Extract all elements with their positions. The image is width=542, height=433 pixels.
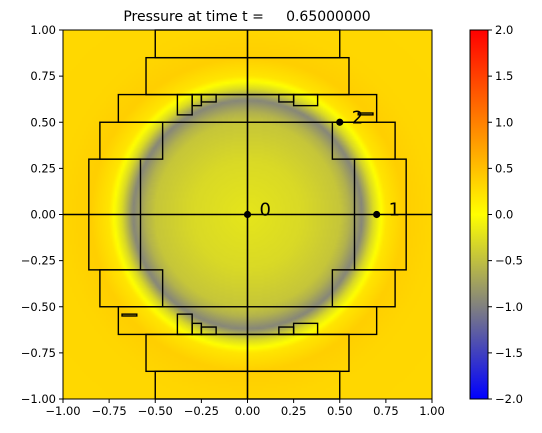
chart-title: Pressure at time t = 0.65000000 [123, 9, 370, 25]
colorbar-tick-label: 1.0 [495, 115, 513, 129]
gauge-point-0 [243, 210, 252, 219]
y-tick-label: 0.75 [30, 69, 56, 83]
gauge-markers: 0 1 2 [243, 107, 400, 221]
x-tick-label: −1.00 [45, 404, 80, 418]
colorbar-tick-label: −1.5 [495, 346, 523, 360]
x-tick-label: 1.00 [419, 404, 445, 418]
colorbar-tick-label: 2.0 [495, 23, 513, 37]
x-tick-label: 0.25 [281, 404, 307, 418]
plot-area: 0 1 2 [62, 29, 433, 400]
colorbar-tick-label: −2.0 [495, 392, 523, 406]
patch-box-21 [292, 322, 319, 336]
x-axis: −1.00 −0.75 −0.50 −0.25 0.00 0.25 0.50 0.75 1.00 [45, 399, 445, 418]
colorbar-tick-label: 0.5 [495, 161, 513, 175]
y-tick-label: 0.00 [30, 208, 56, 222]
y-tick-label: −1.00 [21, 392, 56, 406]
colorbar-tick-label: 1.5 [495, 69, 513, 83]
patch-box-23 [357, 112, 374, 116]
gauge-label-0: 0 [260, 200, 271, 221]
colorbar-gradient [469, 29, 489, 400]
y-tick-label: −0.50 [21, 300, 56, 314]
x-tick-label: 0.75 [373, 404, 399, 418]
colorbar-tick-label: −1.0 [495, 300, 523, 314]
patch-box-16 [292, 93, 319, 107]
x-tick-label: −0.75 [92, 404, 127, 418]
x-tick-label: 0.50 [327, 404, 353, 418]
y-tick-label: −0.75 [21, 346, 56, 360]
gauge-point-2 [336, 118, 344, 126]
patch-box-22 [121, 313, 138, 317]
x-tick-label: 0.00 [235, 404, 261, 418]
gauge-label-1: 1 [389, 200, 400, 221]
y-tick-label: 0.50 [30, 115, 56, 129]
colorbar-ticks: −2.0 −1.5 −1.0 −0.5 0.0 0.5 1.0 1.5 2.0 [488, 23, 523, 406]
x-tick-label: −0.50 [138, 404, 173, 418]
colorbar-tick-label: 0.0 [495, 208, 513, 222]
gauge-point-1 [373, 210, 381, 219]
colorbar-tick-label: −0.5 [495, 254, 523, 268]
colorbar: −2.0 −1.5 −1.0 −0.5 0.0 0.5 1.0 1.5 2.0 [469, 23, 523, 406]
patch-box-14 [200, 93, 217, 103]
y-axis: −1.00 −0.75 −0.50 −0.25 0.00 0.25 0.50 0.75 1.00 [21, 23, 63, 406]
y-tick-label: −0.25 [21, 254, 56, 268]
x-tick-label: −0.25 [184, 404, 219, 418]
y-tick-label: 1.00 [30, 23, 56, 37]
patch-box-19 [200, 326, 217, 336]
gauge-label-2: 2 [352, 107, 363, 128]
y-tick-label: 0.25 [30, 161, 56, 175]
